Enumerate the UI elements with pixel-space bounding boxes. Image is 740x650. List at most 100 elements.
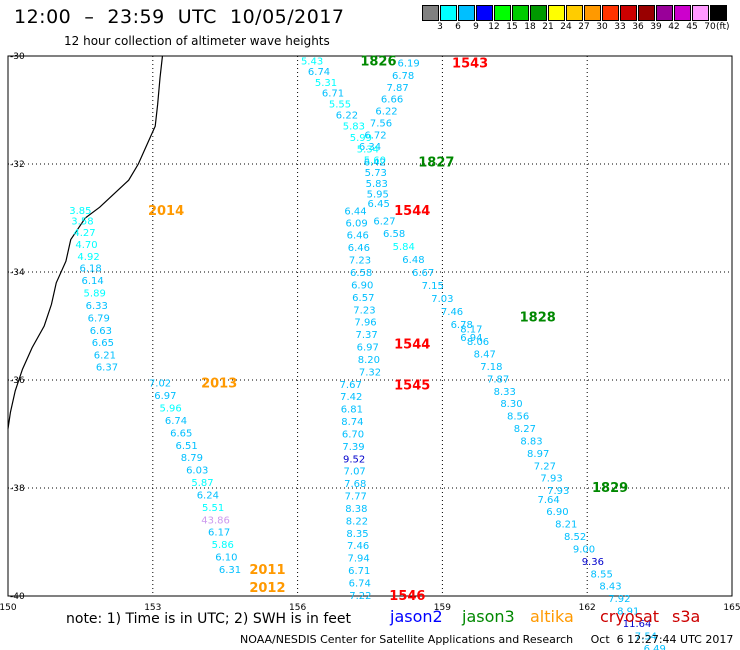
wave-height-value: 6.58	[383, 229, 405, 240]
wave-height-value: 6.57	[352, 293, 374, 304]
color-scale-label: 12	[488, 22, 500, 32]
wave-height-value: 8.83	[520, 436, 542, 447]
color-scale-swatch	[602, 5, 619, 21]
wave-height-value: 8.55	[591, 569, 613, 580]
wave-height-value: 8.56	[507, 412, 529, 423]
color-scale-swatch	[674, 5, 691, 21]
wave-height-value: 6.34	[359, 142, 381, 153]
color-scale-label: 42	[668, 22, 680, 32]
wave-height-value: 7.22	[349, 591, 371, 602]
wave-height-value: 7.93	[547, 486, 569, 497]
pass-time-label: 1544	[394, 204, 430, 219]
color-scale-label: 33	[614, 22, 626, 32]
page-title: 12:00 – 23:59 UTC 10/05/2017	[14, 6, 345, 28]
wave-height-value: 3.85	[69, 206, 91, 217]
wave-height-value: 8.38	[345, 504, 367, 515]
color-scale-label: 27	[578, 22, 590, 32]
wave-height-value: 6.22	[375, 107, 397, 118]
pass-time-label: 2012	[249, 581, 285, 596]
wave-height-value: 5.96	[160, 404, 182, 415]
wave-height-value: 7.03	[431, 294, 453, 305]
satellite-legend-jason3: jason3	[462, 607, 515, 626]
wave-height-value: 7.64	[537, 495, 559, 506]
wave-height-value: 5.60	[364, 156, 386, 167]
wave-height-value: 6.90	[351, 280, 373, 291]
color-scale-label: 70	[704, 22, 716, 32]
color-scale-swatch	[566, 5, 583, 21]
wave-height-value: 6.31	[219, 565, 241, 576]
pass-time-label: 1826	[360, 54, 396, 69]
wave-height-value: 7.42	[340, 392, 362, 403]
x-tick-label: 150	[0, 603, 17, 613]
wave-height-value: 6.78	[392, 71, 414, 82]
wave-height-value: 7.93	[540, 474, 562, 485]
color-scale-label: 36	[632, 22, 644, 32]
wave-height-value: 7.02	[149, 379, 171, 390]
wave-height-value: 8.47	[474, 350, 496, 361]
wave-height-value: 6.42	[364, 157, 386, 168]
wave-height-value: 6.10	[215, 553, 237, 564]
wave-height-value: 8.52	[564, 532, 586, 543]
wave-height-value: 8.17	[460, 325, 482, 336]
wave-height-value: 6.94	[460, 333, 482, 344]
color-scale-label: 6	[455, 22, 461, 32]
wave-height-value: 6.37	[96, 363, 118, 374]
pass-time-label: 1828	[520, 310, 556, 325]
wave-height-value: 6.81	[341, 405, 363, 416]
wave-height-value: 6.71	[348, 566, 370, 577]
wave-height-value: 4.92	[77, 252, 99, 263]
wave-height-value: 8.35	[346, 529, 368, 540]
wave-height-value: 6.58	[350, 268, 372, 279]
x-tick-label: 156	[289, 603, 306, 613]
color-scale-label: 9	[473, 22, 479, 32]
wave-height-value: 6.33	[86, 301, 108, 312]
wave-height-value: 5.84	[393, 242, 415, 253]
wave-height-value: 9.36	[582, 557, 604, 568]
wave-height-value: 6.70	[342, 429, 364, 440]
wave-height-value: 6.49	[644, 644, 666, 650]
wave-height-value: 6.27	[373, 217, 395, 228]
wave-height-value: 5.73	[365, 168, 387, 179]
y-tick-label: -32	[10, 160, 25, 170]
coastline	[7, 55, 164, 429]
pass-time-label: 2013	[201, 377, 237, 392]
wave-height-value: 6.90	[546, 507, 568, 518]
color-scale-swatch	[530, 5, 547, 21]
y-tick-label: -30	[10, 52, 25, 62]
color-scale-swatch	[458, 5, 475, 21]
color-scale-swatch	[584, 5, 601, 21]
wave-height-value: 6.72	[364, 130, 386, 141]
wave-height-value: 9.00	[573, 544, 595, 555]
wave-height-value: 8.74	[341, 417, 363, 428]
y-tick-label: -34	[10, 268, 25, 278]
y-tick-label: -40	[10, 592, 25, 602]
color-scale-swatch	[710, 5, 727, 21]
wave-height-value: 4.70	[75, 240, 97, 251]
wave-height-value: 6.09	[346, 218, 368, 229]
page-subtitle: 12 hour collection of altimeter wave hei…	[64, 34, 330, 48]
wave-height-value: 6.03	[186, 466, 208, 477]
wave-height-value: 5.55	[329, 100, 351, 111]
color-scale-swatch	[494, 5, 511, 21]
color-scale-swatch	[512, 5, 529, 21]
wave-height-value: 5.34	[357, 144, 379, 155]
wave-height-value: 6.45	[368, 199, 390, 210]
wave-height-value: 7.54	[635, 631, 657, 642]
wave-height-value: 7.39	[342, 442, 364, 453]
y-tick-label: -38	[10, 484, 25, 494]
wave-height-value: 6.14	[82, 276, 104, 287]
wave-height-value: 7.18	[480, 362, 502, 373]
wave-height-value: 5.99	[350, 133, 372, 144]
wave-height-value: 7.23	[349, 256, 371, 267]
color-scale-swatch	[656, 5, 673, 21]
wave-height-value: 5.87	[191, 478, 213, 489]
wave-height-value: 4.27	[73, 228, 95, 239]
wave-height-value: 7.07	[344, 467, 366, 478]
wave-height-value: 6.46	[347, 231, 369, 242]
wave-height-value: 6.24	[197, 490, 219, 501]
satellite-legend-s3a: s3a	[672, 607, 701, 626]
wave-height-value: 8.33	[494, 387, 516, 398]
wave-height-value: 6.74	[165, 416, 187, 427]
color-scale-label: 3	[437, 22, 443, 32]
wave-height-value: 6.46	[348, 243, 370, 254]
